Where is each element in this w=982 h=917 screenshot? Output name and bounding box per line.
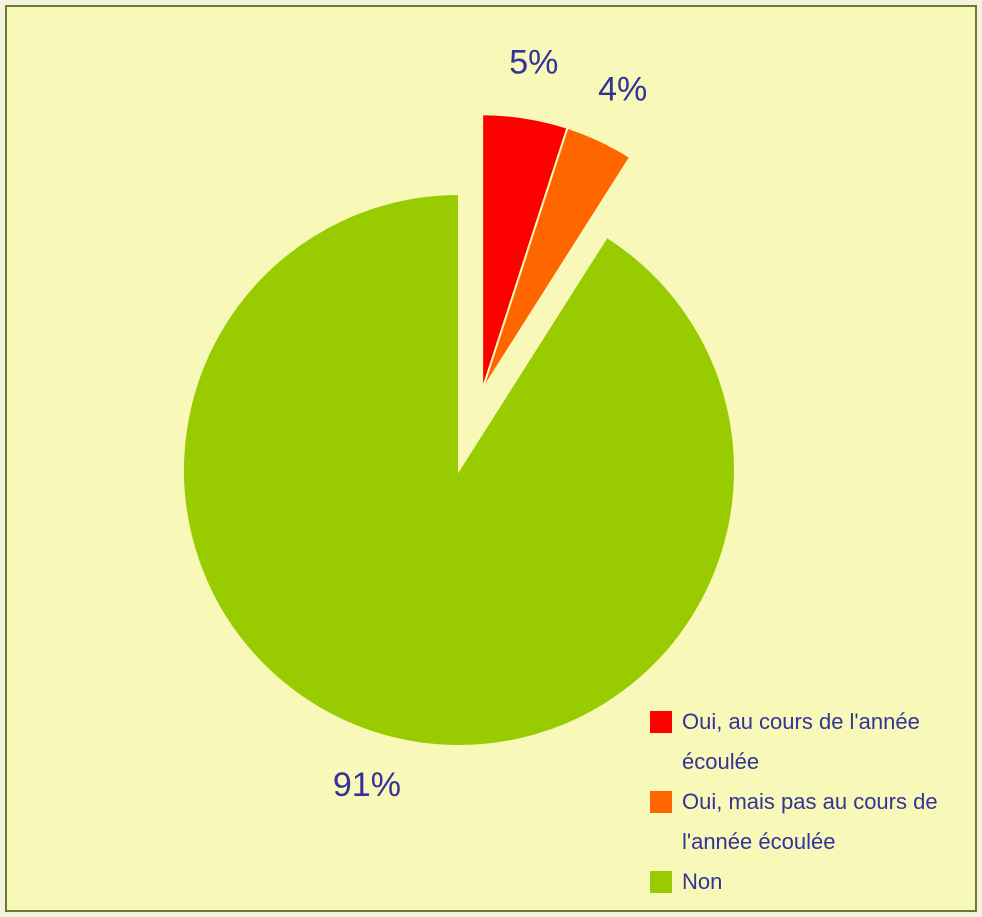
legend: Oui, au cours de l'année écoulée Oui, mai… (650, 702, 950, 902)
legend-label: Non (682, 869, 723, 894)
legend-swatch (650, 871, 672, 893)
legend-swatch (650, 711, 672, 733)
legend-label: Oui, mais pas au cours de l'année écoulé… (682, 789, 938, 854)
legend-swatch (650, 791, 672, 813)
slice-label: 91% (333, 766, 401, 804)
legend-label: Oui, au cours de l'année écoulée (682, 709, 920, 774)
legend-entry: Oui, au cours de l'année écoulée (650, 702, 950, 782)
legend-entry: Oui, mais pas au cours de l'année écoulé… (650, 782, 950, 862)
legend-entry: Non (650, 862, 950, 902)
pie-slice (182, 192, 736, 747)
pie-slice (481, 126, 632, 391)
slice-label: 4% (598, 71, 647, 109)
slice-label: 5% (509, 43, 558, 81)
